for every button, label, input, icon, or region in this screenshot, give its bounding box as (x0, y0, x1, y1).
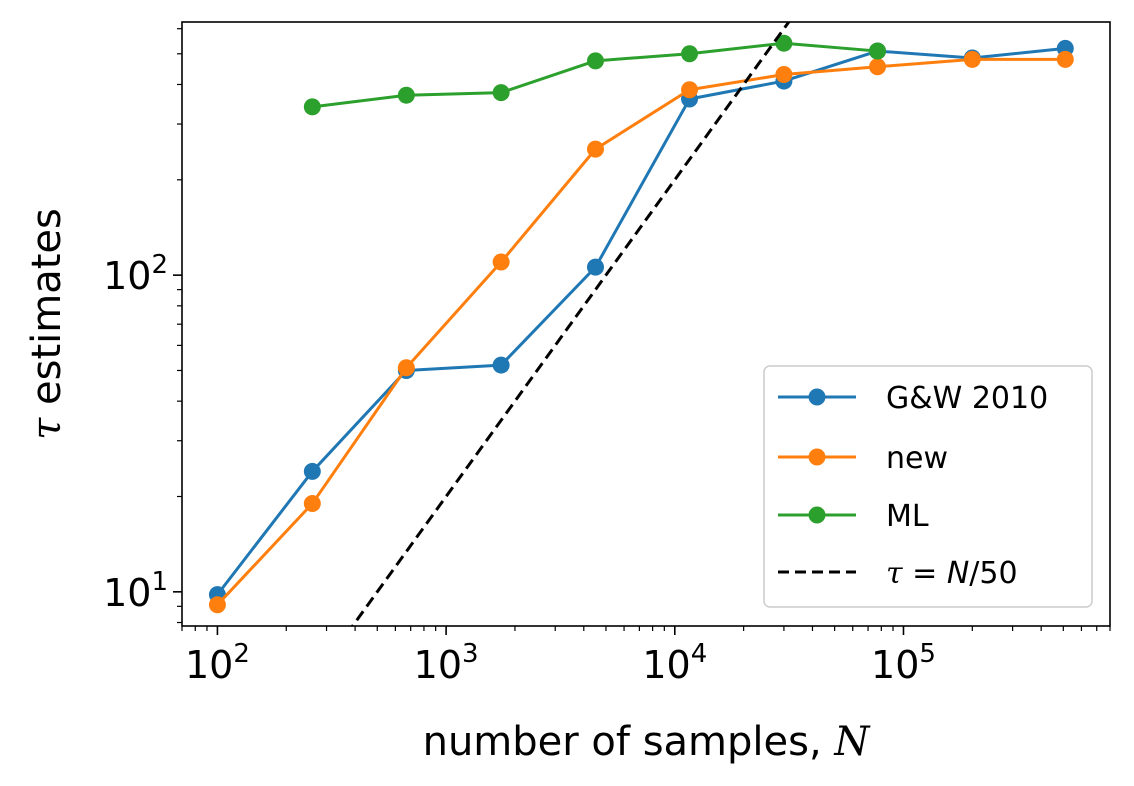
series-3 (350, 22, 791, 626)
series-1 (208, 50, 1074, 614)
minor-ticks (177, 28, 1111, 631)
legend-frame (763, 365, 1093, 608)
y-tick-labels: 101 102 (103, 250, 168, 615)
x-tick-label: 104 (642, 639, 707, 687)
data-point (492, 253, 510, 271)
data-point (1056, 50, 1074, 68)
y-axis-label: τ estimates (24, 208, 70, 440)
legend-label: G&W 2010 (886, 381, 1048, 416)
data-point (586, 52, 604, 70)
series-layer (208, 22, 1074, 626)
data-point (397, 86, 415, 104)
data-point (586, 140, 604, 158)
y-tick-label: 102 (103, 250, 168, 298)
series-line (216, 57, 1066, 606)
data-point (963, 50, 981, 68)
data-point (869, 42, 887, 60)
x-tick-label: 102 (185, 639, 250, 687)
data-point (681, 45, 699, 63)
legend-marker (808, 388, 826, 406)
plot-frame (181, 21, 1111, 627)
data-point (775, 66, 793, 84)
series-2 (303, 34, 887, 116)
legend-item: ML (778, 499, 929, 534)
x-tick-label: 105 (871, 639, 936, 687)
legend-item: G&W 2010 (778, 381, 1048, 416)
data-point (303, 495, 321, 513)
legend-item: new (778, 441, 948, 476)
legend-label: ML (886, 499, 929, 534)
legend-item: τ = N/50 (778, 556, 1018, 591)
x-tick-labels: 102 103 104 105 (185, 639, 936, 687)
data-point (775, 34, 793, 52)
data-point (303, 98, 321, 116)
legend-marker (808, 506, 826, 524)
data-point (492, 84, 510, 102)
data-point (397, 359, 415, 377)
x-axis-label: number of samples, N (423, 719, 872, 765)
series-line (216, 46, 1066, 596)
x-tick-label: 103 (414, 639, 479, 687)
data-point (208, 596, 226, 614)
data-point (869, 58, 887, 76)
series-line-dashed (350, 22, 791, 626)
legend-label: new (886, 441, 948, 476)
data-point (303, 462, 321, 480)
data-point (586, 258, 604, 276)
major-ticks (173, 274, 905, 635)
legend-label: τ = N/50 (886, 556, 1018, 591)
legend: G&W 2010 new ML τ = N/50 (763, 365, 1093, 608)
legend-marker (808, 448, 826, 466)
y-tick-label: 101 (103, 567, 168, 615)
data-point (681, 81, 699, 99)
data-point (492, 356, 510, 374)
